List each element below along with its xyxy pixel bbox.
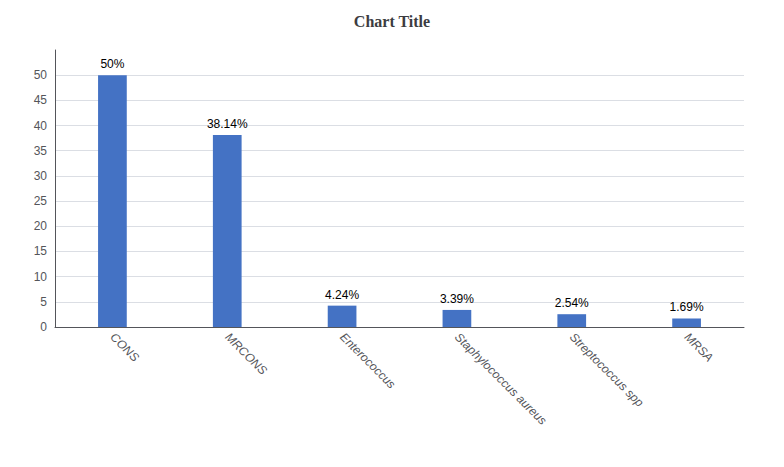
svg-text:5: 5 bbox=[40, 295, 47, 309]
svg-text:45: 45 bbox=[34, 93, 48, 107]
svg-text:2.54%: 2.54% bbox=[555, 296, 589, 310]
svg-text:50%: 50% bbox=[100, 57, 124, 71]
svg-text:0: 0 bbox=[40, 320, 47, 334]
svg-text:15: 15 bbox=[34, 244, 48, 258]
svg-text:Streptococcus spp: Streptococcus spp bbox=[567, 330, 647, 410]
svg-text:25: 25 bbox=[34, 194, 48, 208]
svg-text:30: 30 bbox=[34, 169, 48, 183]
svg-text:Staphylococcus aureus: Staphylococcus aureus bbox=[452, 330, 550, 428]
svg-text:3.39%: 3.39% bbox=[440, 292, 474, 306]
svg-text:38.14%: 38.14% bbox=[207, 117, 248, 131]
svg-text:35: 35 bbox=[34, 144, 48, 158]
svg-text:CONS: CONS bbox=[107, 330, 141, 364]
svg-text:MRSA: MRSA bbox=[682, 330, 716, 364]
svg-text:40: 40 bbox=[34, 119, 48, 133]
svg-text:Enterococcus: Enterococcus bbox=[337, 330, 398, 391]
svg-text:50: 50 bbox=[34, 68, 48, 82]
svg-text:4.24%: 4.24% bbox=[325, 288, 359, 302]
svg-text:Chart Title: Chart Title bbox=[354, 13, 430, 30]
svg-text:10: 10 bbox=[34, 270, 48, 284]
svg-text:1.69%: 1.69% bbox=[670, 300, 704, 314]
svg-text:20: 20 bbox=[34, 219, 48, 233]
svg-text:MRCONS: MRCONS bbox=[222, 330, 270, 378]
